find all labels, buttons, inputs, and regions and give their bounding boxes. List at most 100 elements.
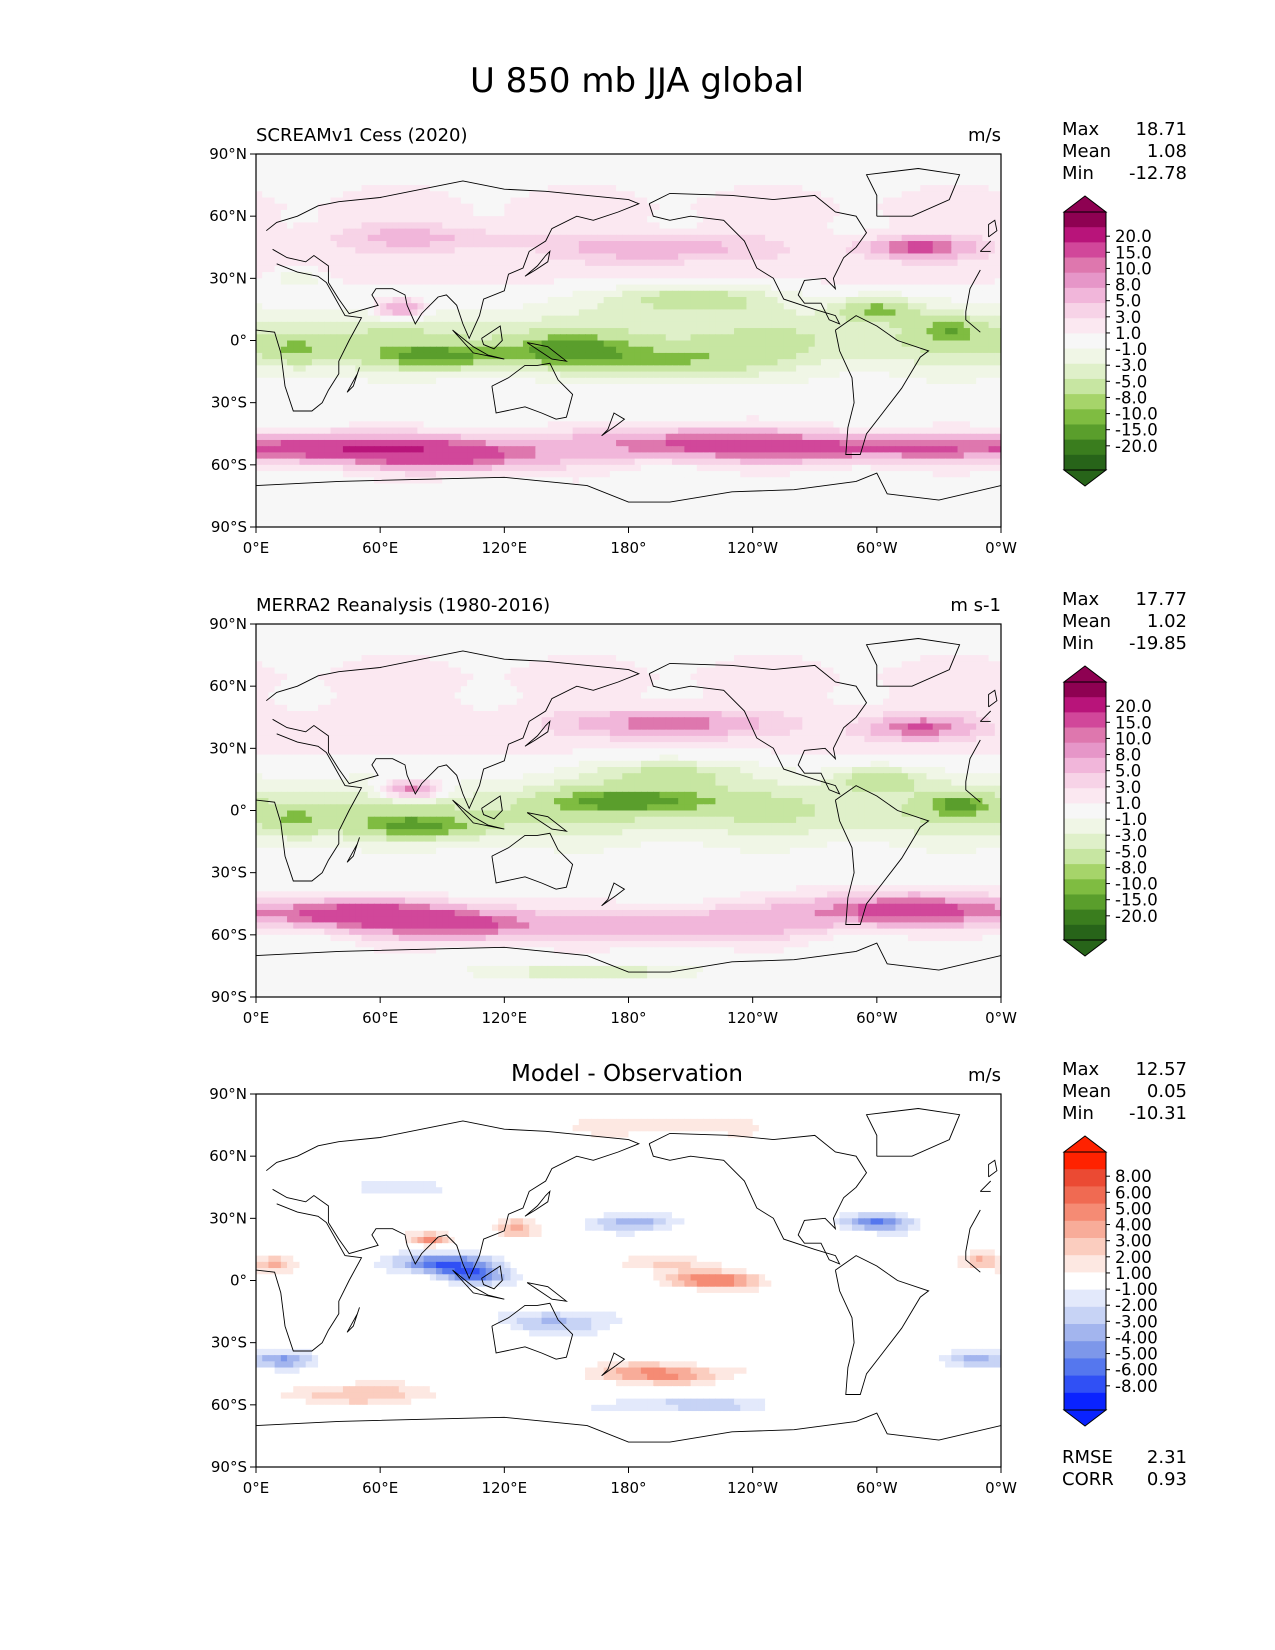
field-cell xyxy=(529,384,536,391)
field-cell xyxy=(479,365,487,373)
field-cell xyxy=(703,247,710,255)
field-cell xyxy=(945,209,952,217)
field-cell xyxy=(870,253,878,261)
field-cell xyxy=(721,359,729,366)
field-cell xyxy=(957,303,965,311)
field-cell xyxy=(814,334,822,342)
field-cell xyxy=(727,265,735,273)
field-cell xyxy=(932,203,940,211)
field-cell xyxy=(280,265,288,273)
field-cell xyxy=(982,371,990,379)
field-cell xyxy=(752,377,760,385)
field-cell xyxy=(429,290,437,298)
field-cell xyxy=(498,315,505,323)
field-cell xyxy=(585,278,592,286)
field-cell xyxy=(522,160,530,168)
field-cell xyxy=(572,384,580,391)
field-cell xyxy=(405,365,412,373)
field-cell xyxy=(349,228,356,236)
field-cell xyxy=(671,384,679,391)
field-cell xyxy=(951,172,959,180)
field-cell xyxy=(907,166,915,174)
field-cell xyxy=(988,377,996,385)
field-cell xyxy=(839,216,847,223)
field-cell xyxy=(436,296,443,304)
field-cell xyxy=(361,178,369,186)
field-cell xyxy=(560,384,568,391)
field-cell xyxy=(616,408,623,416)
field-cell xyxy=(256,384,263,391)
field-cell xyxy=(746,272,754,279)
field-cell xyxy=(262,253,270,261)
field-cell xyxy=(318,296,325,304)
field-cell xyxy=(256,203,263,211)
field-cell xyxy=(299,390,307,398)
field-cell xyxy=(721,340,729,348)
field-cell xyxy=(597,253,605,261)
field-cell xyxy=(274,328,282,335)
field-cell xyxy=(324,365,332,373)
field-cell xyxy=(411,290,419,298)
field-cell xyxy=(690,228,698,236)
field-cell xyxy=(361,191,369,199)
field-cell xyxy=(945,203,952,211)
field-cell xyxy=(330,234,338,242)
field-cell xyxy=(783,216,791,223)
field-cell xyxy=(349,265,356,273)
field-cell xyxy=(361,321,369,329)
field-cell xyxy=(814,278,822,286)
field-cell xyxy=(560,340,568,348)
field-cell xyxy=(330,191,338,199)
field-cell xyxy=(256,408,263,416)
field-cell xyxy=(411,408,419,416)
field-cell xyxy=(311,247,319,255)
field-cell xyxy=(740,390,748,398)
field-cell xyxy=(597,328,605,335)
field-cell xyxy=(709,228,717,236)
field-cell xyxy=(976,259,983,267)
field-cell xyxy=(454,265,462,273)
field-cell xyxy=(293,352,301,360)
field-cell xyxy=(678,160,685,168)
field-cell xyxy=(870,334,878,342)
field-cell xyxy=(498,390,505,398)
field-cell xyxy=(852,209,859,217)
field-cell xyxy=(659,228,667,236)
field-cell xyxy=(398,328,406,335)
field-cell xyxy=(293,160,301,168)
field-cell xyxy=(765,191,772,199)
field-cell xyxy=(820,247,828,255)
field-cell xyxy=(504,321,512,329)
field-cell xyxy=(591,346,599,354)
field-cell xyxy=(311,197,319,205)
field-cell xyxy=(796,384,803,391)
field-cell xyxy=(988,390,996,398)
field-cell xyxy=(287,390,294,398)
field-cell xyxy=(597,241,605,248)
field-cell xyxy=(771,315,779,323)
field-cell xyxy=(765,384,772,391)
field-cell xyxy=(696,222,704,230)
field-cell xyxy=(802,203,810,211)
field-cell xyxy=(448,216,456,223)
field-cell xyxy=(783,160,791,168)
field-cell xyxy=(324,160,332,168)
field-cell xyxy=(578,278,586,286)
field-cell xyxy=(746,172,754,180)
field-cell xyxy=(274,234,282,242)
field-cell xyxy=(436,172,443,180)
field-cell xyxy=(647,408,654,416)
field-cell xyxy=(423,216,431,223)
field-cell xyxy=(920,278,928,286)
field-cell xyxy=(963,346,971,354)
field-cell xyxy=(510,191,518,199)
field-cell xyxy=(485,216,493,223)
field-cell xyxy=(591,160,599,168)
field-cell xyxy=(299,160,307,168)
field-cell xyxy=(665,346,673,354)
field-cell xyxy=(429,185,437,192)
field-cell xyxy=(709,178,717,186)
field-cell xyxy=(653,265,661,273)
field-cell xyxy=(349,303,356,311)
field-cell xyxy=(653,290,661,298)
